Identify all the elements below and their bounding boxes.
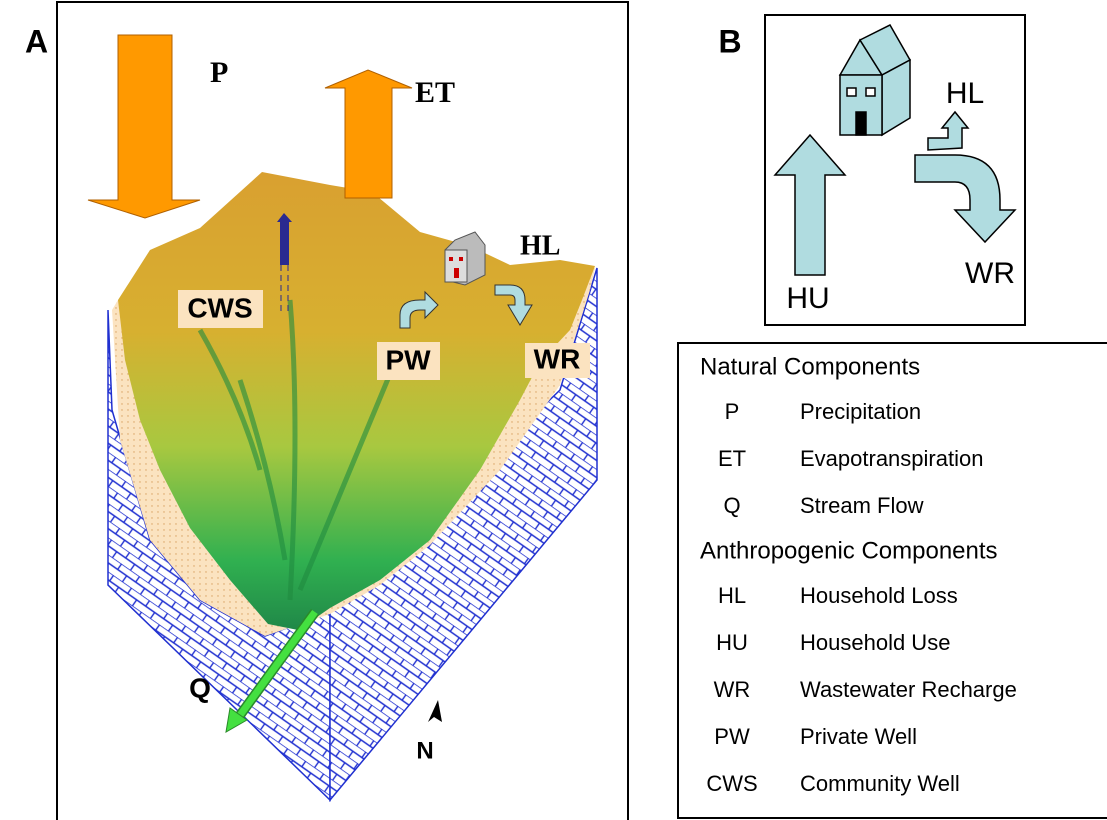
legend-code: PW	[714, 724, 750, 749]
label-et: ET	[415, 76, 455, 109]
legend: Natural Components P Precipitation ET Evapot…	[700, 353, 1017, 795]
precipitation-arrow	[88, 35, 200, 218]
legend-code: CWS	[706, 771, 757, 796]
legend-heading: Natural Components	[700, 353, 920, 380]
legend-heading: Anthropogenic Components	[700, 537, 998, 564]
et-arrow	[325, 70, 412, 198]
community-well	[280, 220, 289, 265]
label-pw: PW	[385, 344, 431, 375]
label-hu: HU	[786, 282, 829, 315]
panel-label: B	[718, 23, 741, 59]
label-n: N	[416, 737, 433, 764]
legend-code: WR	[714, 677, 751, 702]
north-arrow	[428, 700, 442, 722]
legend-code: HU	[716, 630, 748, 655]
legend-name: Evapotranspiration	[800, 446, 983, 471]
legend-code: HL	[718, 583, 746, 608]
legend-code: P	[725, 399, 740, 424]
label-hl: HL	[520, 230, 560, 261]
hu-arrow	[775, 135, 845, 275]
page: {"panel_a": {"label": "A", "precipitatio…	[0, 0, 1107, 820]
label-wr: WR	[534, 343, 581, 374]
legend-name: Community Well	[800, 771, 960, 796]
diagram: A P ET CWS HL PW WR Q N B HU HL WR	[0, 0, 1107, 820]
label-q: Q	[189, 672, 211, 703]
legend-name: Private Well	[800, 724, 917, 749]
legend-name: Precipitation	[800, 399, 921, 424]
house-icon	[445, 232, 485, 285]
legend-name: Wastewater Recharge	[800, 677, 1017, 702]
legend-code: Q	[723, 493, 740, 518]
label-cws: CWS	[187, 292, 252, 323]
legend-name: Household Use	[800, 630, 950, 655]
legend-code: ET	[718, 446, 746, 471]
hl-arrow	[928, 112, 968, 150]
label-p: P	[210, 56, 228, 89]
wr-arrow	[915, 155, 1015, 242]
house-icon	[840, 25, 910, 135]
label-wr: WR	[965, 257, 1015, 290]
legend-name: Stream Flow	[800, 493, 924, 518]
legend-name: Household Loss	[800, 583, 958, 608]
panel-label: A	[25, 23, 48, 59]
label-hl: HL	[946, 77, 984, 110]
